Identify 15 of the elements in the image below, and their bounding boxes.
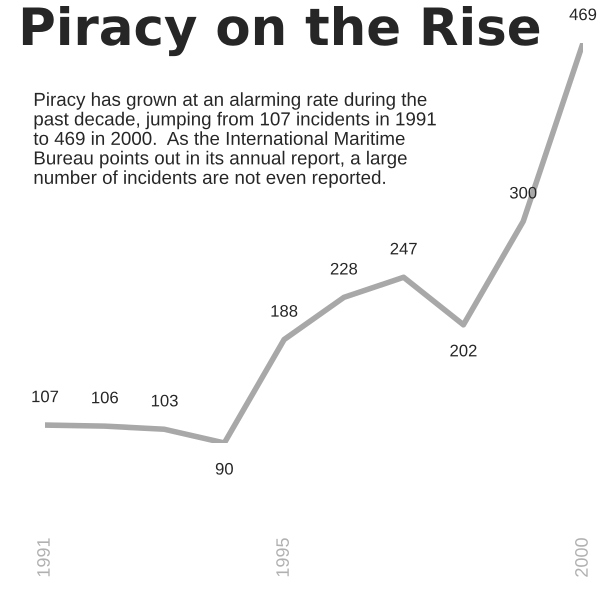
data-label: 188	[271, 305, 298, 317]
data-label: 106	[92, 392, 118, 404]
data-label: 469	[569, 8, 596, 20]
x-tick-label: 1991	[37, 538, 50, 576]
data-label: 90	[216, 462, 233, 475]
text: Piracy has grown at an alarming rate during the past decade, jumping from 107 incidents in 1991 to 469 in 2000. As the International Maritime Bureau points out in its annual report, a large number of incidents are not even reported.	[34, 92, 436, 188]
data-label: 103	[152, 394, 178, 407]
data-label: 107	[32, 390, 58, 402]
data-label: 300	[510, 186, 536, 199]
data-label: 247	[390, 242, 417, 254]
x-tick-label: 2000	[575, 538, 588, 577]
x-tick-label: 1995	[276, 538, 289, 576]
chart-title: Piracy on the Rise	[22, 6, 540, 56]
data-label: 228	[330, 262, 358, 275]
data-label: 202	[450, 344, 477, 356]
